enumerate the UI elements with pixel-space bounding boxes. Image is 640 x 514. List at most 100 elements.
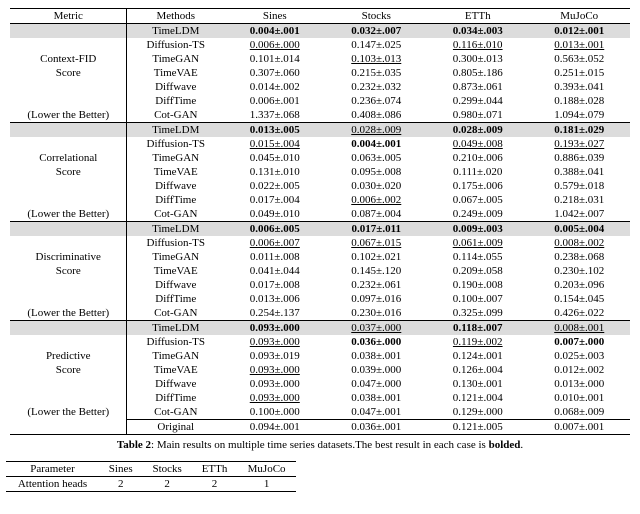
value-cell: 0.101±.014 [224, 52, 325, 66]
param-header-dataset: MuJoCo [237, 462, 296, 477]
value-cell: 1.042±.007 [528, 207, 630, 222]
value-cell: 0.251±.015 [528, 66, 630, 80]
value-cell: 0.017±.008 [224, 278, 325, 292]
value-cell: 0.007±.001 [528, 420, 630, 435]
method-cell: TimeLDM [127, 321, 224, 336]
value-cell: 0.102±.021 [326, 250, 427, 264]
value-cell: 0.388±.041 [528, 165, 630, 179]
value-cell: 0.232±.032 [326, 80, 427, 94]
value-cell: 0.028±.009 [427, 123, 528, 138]
value-cell: 0.100±.000 [224, 405, 325, 420]
header-metric: Metric [10, 9, 127, 24]
method-cell: TimeVAE [127, 165, 224, 179]
value-cell: 0.012±.001 [528, 24, 630, 39]
caption-body: : Main results on multiple time series d… [151, 439, 489, 451]
caption-end: . [520, 439, 523, 451]
value-cell: 0.017±.004 [224, 193, 325, 207]
value-cell: 0.093±.000 [224, 321, 325, 336]
value-cell: 1.337±.068 [224, 108, 325, 123]
value-cell: 0.103±.013 [326, 52, 427, 66]
header-dataset: MuJoCo [528, 9, 630, 24]
metric-cell: (Lower the Better) [10, 108, 127, 123]
method-cell: Diffwave [127, 80, 224, 94]
value-cell: 0.097±.016 [326, 292, 427, 306]
value-cell: 1.094±.079 [528, 108, 630, 123]
value-cell: 0.131±.010 [224, 165, 325, 179]
value-cell: 0.230±.102 [528, 264, 630, 278]
value-cell: 0.030±.020 [326, 179, 427, 193]
metric-cell [10, 38, 127, 52]
value-cell: 0.873±.061 [427, 80, 528, 94]
value-cell: 0.203±.096 [528, 278, 630, 292]
metric-cell [10, 94, 127, 108]
metric-cell [10, 377, 127, 391]
value-cell: 0.121±.004 [427, 391, 528, 405]
value-cell: 0.426±.022 [528, 306, 630, 321]
method-cell: DiffTime [127, 391, 224, 405]
value-cell: 0.013±.006 [224, 292, 325, 306]
value-cell: 0.095±.008 [326, 165, 427, 179]
metric-cell: (Lower the Better) [10, 405, 127, 420]
metric-cell [10, 193, 127, 207]
method-cell: Cot-GAN [127, 207, 224, 222]
method-cell: TimeLDM [127, 123, 224, 138]
value-cell: 0.038±.001 [326, 349, 427, 363]
value-cell: 0.015±.004 [224, 137, 325, 151]
param-value-cell: 2 [99, 477, 142, 492]
value-cell: 0.093±.000 [224, 377, 325, 391]
value-cell: 0.093±.000 [224, 391, 325, 405]
value-cell: 0.007±.000 [528, 335, 630, 349]
metric-cell: Score [10, 264, 127, 278]
method-cell: TimeLDM [127, 24, 224, 39]
metric-cell: Predictive [10, 349, 127, 363]
value-cell: 0.181±.029 [528, 123, 630, 138]
value-cell: 0.039±.000 [326, 363, 427, 377]
metric-cell: Context-FID [10, 52, 127, 66]
original-label: Original [127, 420, 224, 435]
method-cell: TimeLDM [127, 222, 224, 237]
metric-cell [10, 321, 127, 336]
value-cell: 0.100±.007 [427, 292, 528, 306]
value-cell: 0.579±.018 [528, 179, 630, 193]
metric-cell: (Lower the Better) [10, 306, 127, 321]
metric-cell [10, 335, 127, 349]
metric-cell [10, 391, 127, 405]
value-cell: 0.006±.001 [224, 94, 325, 108]
value-cell: 0.325±.099 [427, 306, 528, 321]
method-cell: Cot-GAN [127, 108, 224, 123]
header-dataset: Stocks [326, 9, 427, 24]
param-header-dataset: ETTh [192, 462, 237, 477]
value-cell: 0.038±.001 [326, 391, 427, 405]
method-cell: Diffwave [127, 278, 224, 292]
param-header-name: Parameter [6, 462, 99, 477]
value-cell: 0.210±.006 [427, 151, 528, 165]
param-table: ParameterSinesStocksETThMuJoCoAttention … [6, 461, 296, 492]
param-header-dataset: Stocks [142, 462, 191, 477]
value-cell: 0.049±.008 [427, 137, 528, 151]
value-cell: 0.025±.003 [528, 349, 630, 363]
value-cell: 0.209±.058 [427, 264, 528, 278]
value-cell: 0.307±.060 [224, 66, 325, 80]
method-cell: TimeVAE [127, 363, 224, 377]
value-cell: 0.013±.005 [224, 123, 325, 138]
value-cell: 0.236±.074 [326, 94, 427, 108]
value-cell: 0.022±.005 [224, 179, 325, 193]
value-cell: 0.061±.009 [427, 236, 528, 250]
method-cell: Cot-GAN [127, 306, 224, 321]
metric-cell: (Lower the Better) [10, 207, 127, 222]
value-cell: 0.041±.044 [224, 264, 325, 278]
metric-cell: Score [10, 363, 127, 377]
metric-cell: Discriminative [10, 250, 127, 264]
value-cell: 0.013±.001 [528, 38, 630, 52]
method-cell: Diffusion-TS [127, 335, 224, 349]
metric-cell: Score [10, 66, 127, 80]
metric-cell [10, 24, 127, 39]
method-cell: Diffusion-TS [127, 137, 224, 151]
value-cell: 0.093±.000 [224, 335, 325, 349]
value-cell: 0.218±.031 [528, 193, 630, 207]
value-cell: 0.111±.020 [427, 165, 528, 179]
value-cell: 0.886±.039 [528, 151, 630, 165]
param-value-cell: 1 [237, 477, 296, 492]
value-cell: 0.119±.002 [427, 335, 528, 349]
value-cell: 0.005±.004 [528, 222, 630, 237]
